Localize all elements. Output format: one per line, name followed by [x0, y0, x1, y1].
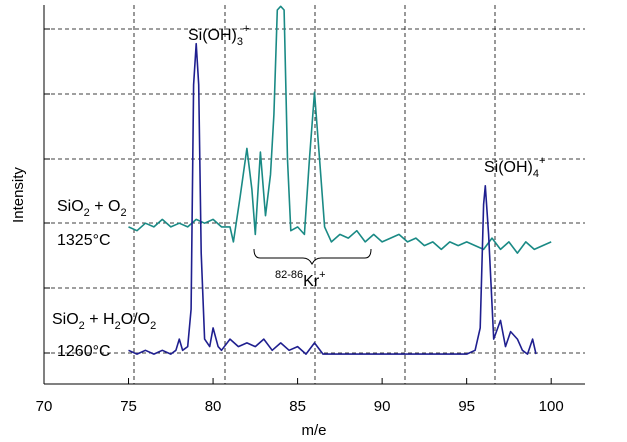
- y-ticks: [44, 28, 50, 354]
- label-b: + H: [85, 311, 115, 328]
- label-sub2: 2: [115, 320, 121, 332]
- label-sub: 4: [533, 168, 539, 180]
- x-axis-title: m/e: [301, 422, 326, 439]
- label-sub: 2: [84, 207, 90, 219]
- series-line-2: [128, 42, 537, 355]
- label-sub: 2: [79, 320, 85, 332]
- label-a: SiO: [52, 311, 79, 328]
- x-ticks: 70 75 80 85 90 95 100: [36, 378, 564, 415]
- peak-label-si-oh-4: Si(OH)4+: [484, 155, 545, 180]
- condition-temp-1: 1325°C: [57, 232, 111, 249]
- x-tick-label: 85: [289, 398, 306, 415]
- label-sub: 3: [237, 36, 243, 48]
- x-tick-label: 90: [374, 398, 391, 415]
- x-tick-label: 100: [539, 398, 564, 415]
- label-base: Kr: [303, 273, 320, 290]
- y-axis-title: Intensity: [10, 167, 27, 223]
- label-c: O/O: [121, 311, 150, 328]
- grid-lines: [44, 5, 585, 384]
- label-base: Si(OH): [188, 27, 237, 44]
- label-sup: +: [539, 155, 545, 167]
- series-group: [128, 5, 552, 355]
- label-sub3: 2: [150, 320, 156, 332]
- label-base: Si(OH): [484, 159, 533, 176]
- series-line-1: [128, 5, 552, 254]
- label-b: + O: [90, 198, 121, 215]
- label-a: SiO: [57, 198, 84, 215]
- condition-temp-2: 1260°C: [57, 343, 111, 360]
- x-tick-label: 70: [36, 398, 53, 415]
- condition-label-1: SiO2 + O2: [57, 198, 127, 219]
- label-sub2: 2: [120, 207, 126, 219]
- peak-label-si-oh-3: Si(OH)3+: [188, 23, 249, 48]
- condition-label-2: SiO2 + H2O/O2: [52, 311, 156, 332]
- kr-bracket: [253, 248, 372, 266]
- label-pre: 82-86: [275, 269, 303, 281]
- x-tick-label: 75: [120, 398, 137, 415]
- x-tick-label: 95: [458, 398, 475, 415]
- peak-label-krypton: 82-86Kr+: [275, 269, 326, 290]
- label-sup: +: [319, 269, 325, 281]
- x-tick-label: 80: [205, 398, 222, 415]
- label-sup: +: [243, 23, 249, 35]
